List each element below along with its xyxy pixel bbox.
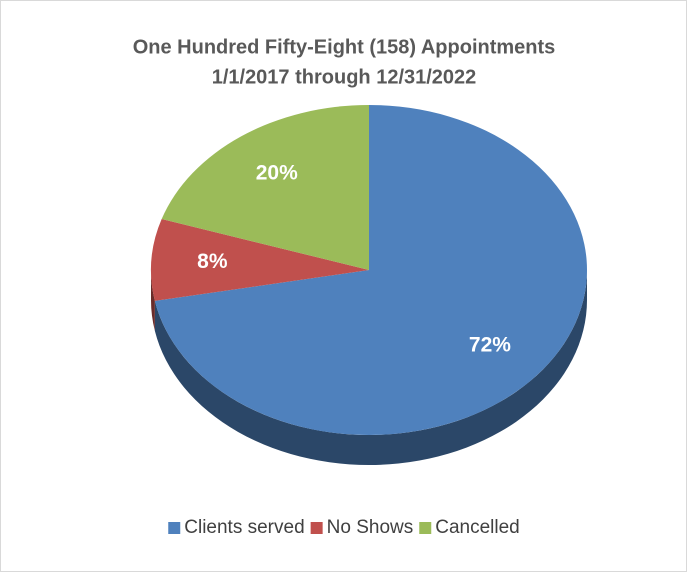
data-label: 72% [469, 333, 511, 356]
slice [150, 219, 369, 301]
slice [154, 105, 587, 435]
data-label: 20% [256, 161, 298, 184]
legend-swatch [419, 522, 432, 534]
legend-swatch [168, 522, 181, 534]
slice-side [151, 270, 155, 331]
data-label: 8% [197, 250, 228, 273]
legend-label: Clients served [184, 517, 304, 538]
slice [161, 105, 369, 270]
slice-side [154, 270, 587, 465]
legend-swatch [310, 522, 323, 534]
legend-label: No Shows [327, 517, 414, 538]
chart-title: One Hundred Fifty-Eight (158) Appointmen… [133, 36, 556, 58]
legend-label: Cancelled [435, 517, 520, 538]
chart-title: 1/1/2017 through 12/31/2022 [212, 66, 477, 88]
